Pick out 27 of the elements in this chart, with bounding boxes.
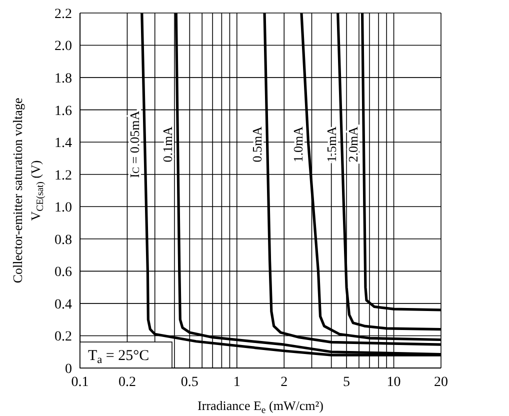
y-tick-label: 1.0 [54, 200, 72, 216]
text: 1.0mA [290, 126, 305, 162]
y-tick-label: 0.8 [54, 232, 72, 248]
x-tick-label: 2 [280, 374, 288, 390]
text: 2.0mA [345, 126, 360, 162]
y-tick-label: 0.2 [54, 330, 72, 345]
x-tick-label: 0.5 [180, 374, 198, 390]
x-tick-label: 1 [233, 374, 240, 390]
text: 0.1mA [159, 126, 174, 162]
x-axis-title: Irradiance E$_{e}$ (mW/cm²) [198, 398, 324, 416]
annotation: T$_{a}$ = 25°C [88, 348, 150, 366]
text: 0.5mA [248, 126, 264, 162]
y-tick-label: 0 [65, 362, 72, 377]
y-tick-label: 1.4 [54, 136, 72, 152]
y-tick-label: 1.6 [54, 104, 72, 119]
y-tick-label: 2.0 [54, 39, 72, 54]
y-tick-label: 0.4 [54, 297, 72, 312]
y-tick-label: 1.2 [54, 168, 72, 184]
text: 1.5mA [323, 126, 338, 162]
y-tick-label: 2.2 [54, 6, 72, 22]
x-tick-label: 20 [434, 374, 448, 390]
x-tick-label: 0.1 [71, 374, 89, 390]
x-tick-label: 5 [343, 374, 350, 390]
x-tick-label: 10 [386, 374, 401, 390]
y-tick-label: 1.8 [54, 72, 72, 87]
y-tick-label: 0.6 [54, 265, 72, 280]
x-tick-label: 0.2 [118, 374, 136, 390]
